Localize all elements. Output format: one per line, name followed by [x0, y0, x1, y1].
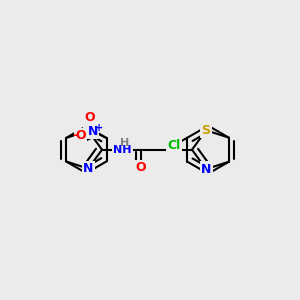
Text: O: O — [136, 161, 146, 174]
Text: NH: NH — [113, 145, 132, 155]
Text: -: - — [72, 129, 77, 142]
Text: O: O — [75, 129, 86, 142]
Text: N: N — [201, 163, 211, 176]
Text: N: N — [88, 125, 98, 138]
Text: S: S — [169, 143, 178, 156]
Text: S: S — [202, 124, 211, 137]
Text: Cl: Cl — [167, 139, 181, 152]
Text: N: N — [83, 162, 93, 175]
Text: O: O — [85, 111, 95, 124]
Text: +: + — [95, 123, 103, 133]
Text: H: H — [120, 138, 129, 148]
Text: S: S — [84, 124, 93, 137]
